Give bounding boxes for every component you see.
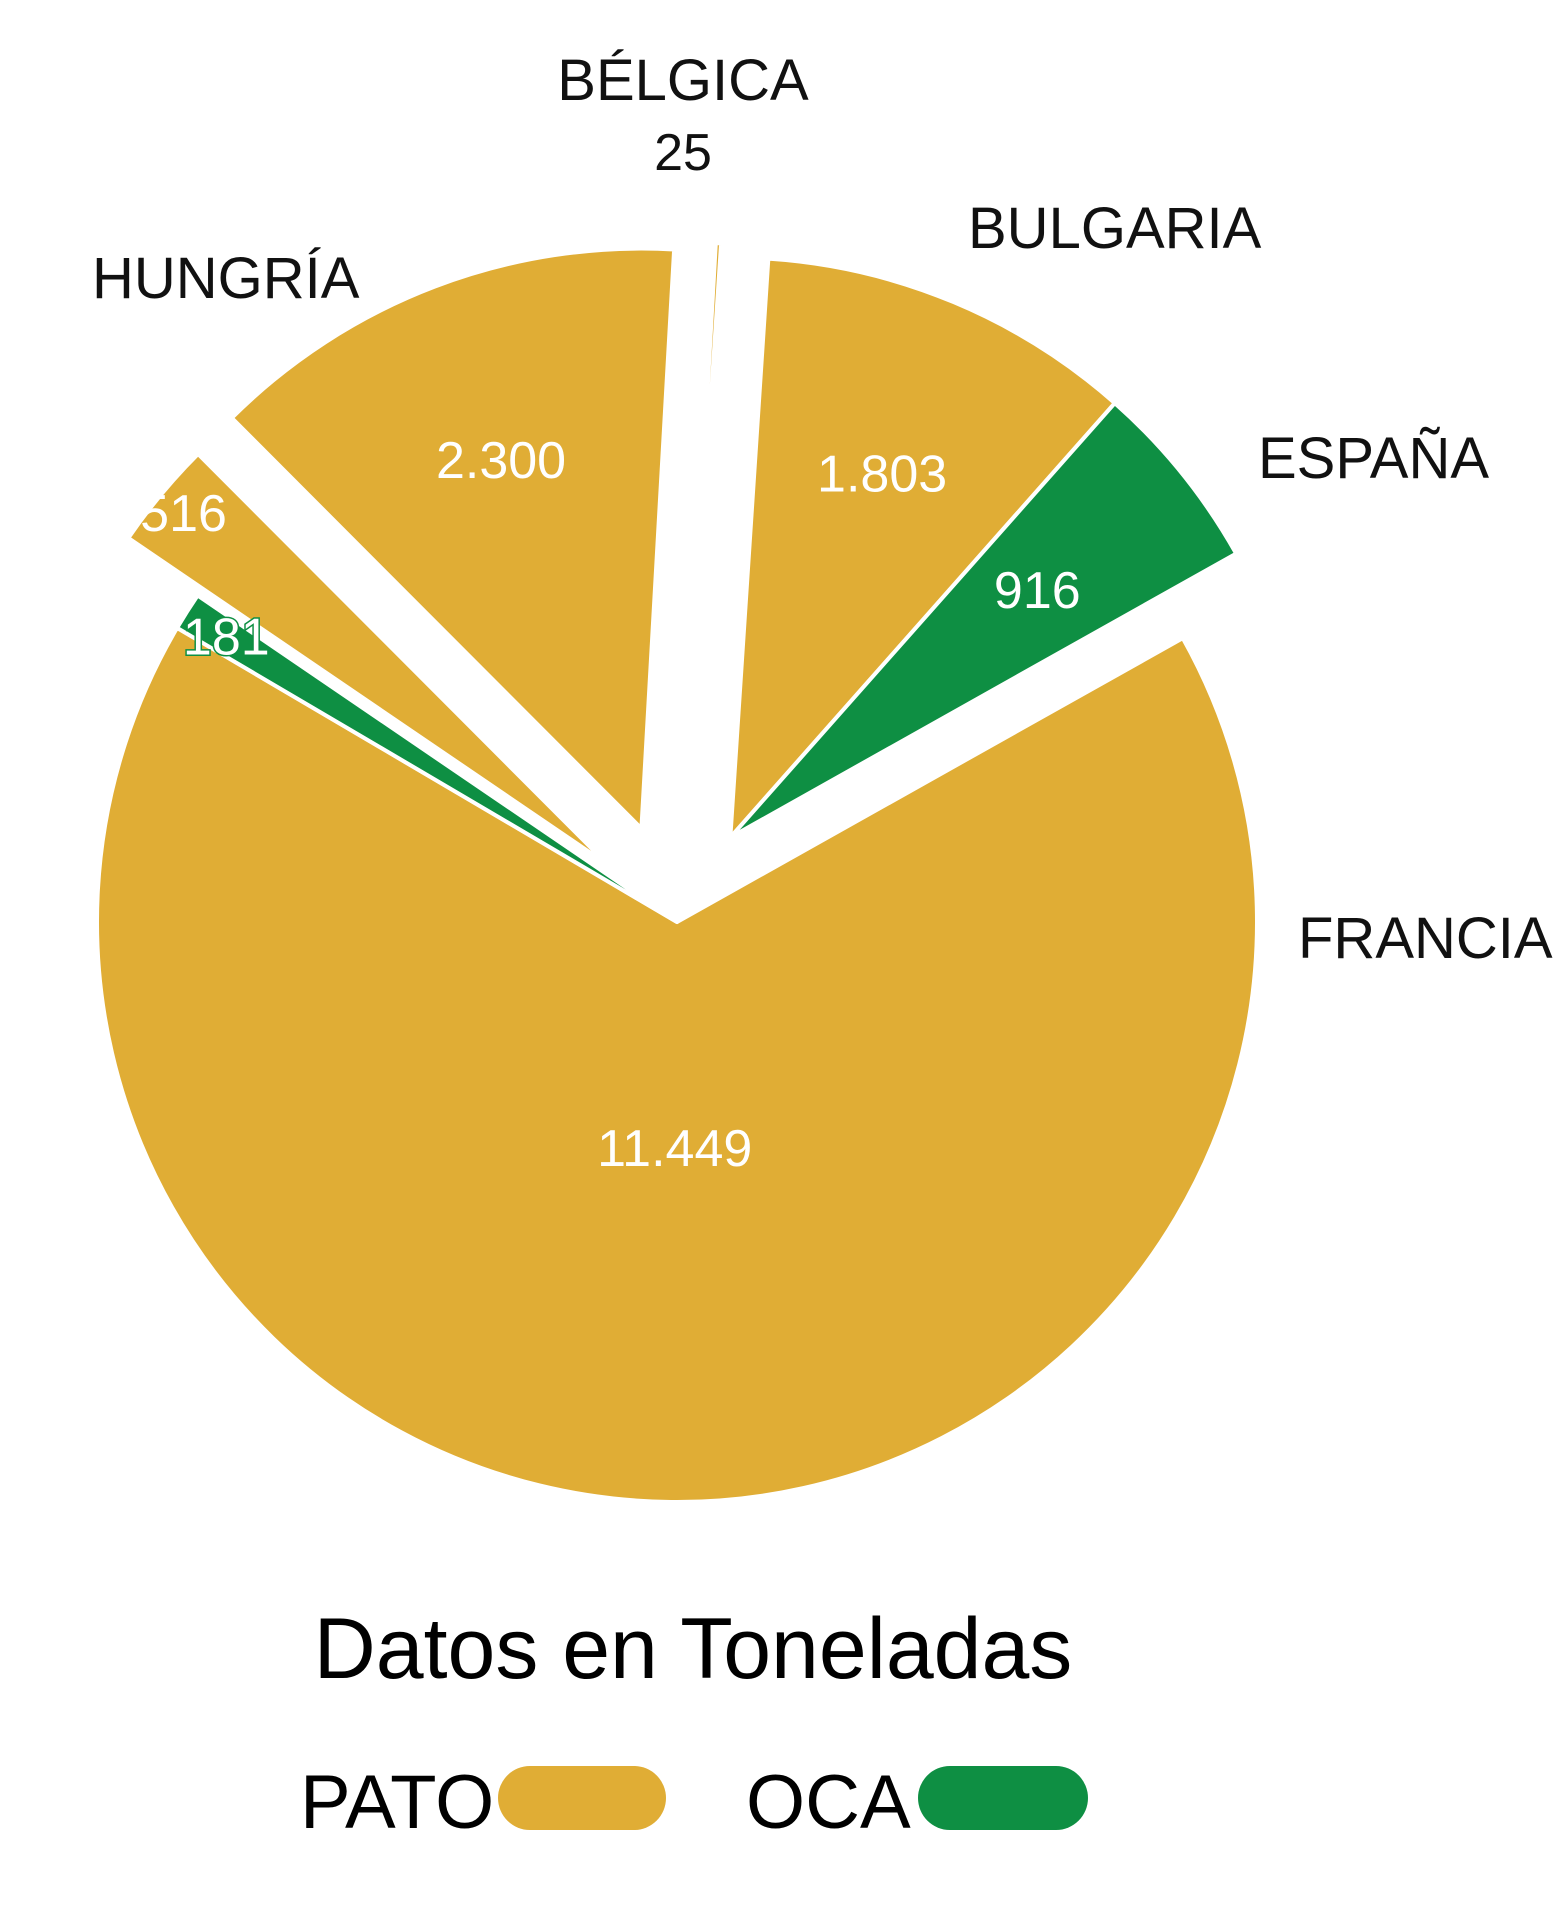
value-label-hungría-oca: 916 — [994, 562, 1081, 620]
value-label-francia-oca: 181 — [183, 608, 270, 666]
legend-label-oca: OCA — [746, 1760, 911, 1845]
chart-title: Datos en Toneladas — [314, 1601, 1073, 1697]
value-label-bélgica-pato: 25 — [654, 124, 712, 182]
slice-value-labels: 11.449 181 516 2.300 25 1.803 916 — [140, 124, 1081, 1178]
slice-hungría-pato — [728, 256, 1117, 840]
country-label-bélgica: BÉLGICA — [557, 48, 809, 113]
country-label-españa: ESPAÑA — [1258, 426, 1489, 491]
value-label-francia-pato: 11.449 — [597, 1120, 752, 1178]
slice-francia-oca — [175, 593, 679, 924]
legend-label-pato: PATO — [300, 1760, 494, 1845]
slice-bélgica-pato — [681, 241, 724, 825]
slice-francia-pato — [95, 625, 1259, 1504]
legend-swatch-pato — [498, 1766, 666, 1830]
country-labels: FRANCIA ESPAÑA BULGARIA BÉLGICA HUNGRÍA — [92, 48, 1553, 971]
slice-hungría-oca — [728, 401, 1239, 840]
legend: PATO OCA — [300, 1760, 1088, 1845]
legend-swatch-oca — [918, 1766, 1088, 1830]
pie-slices — [95, 241, 1259, 1504]
value-label-hungría-pato: 1.803 — [817, 445, 947, 503]
country-label-francia: FRANCIA — [1298, 906, 1553, 971]
slice-españa-pato — [126, 451, 610, 867]
country-label-bulgaria: BULGARIA — [968, 196, 1262, 261]
value-label-bulgaria-pato: 2.300 — [436, 432, 566, 490]
country-label-hungría: HUNGRÍA — [92, 246, 360, 311]
value-label-españa-pato: 516 — [140, 485, 227, 543]
slice-bulgaria-pato — [229, 246, 677, 831]
